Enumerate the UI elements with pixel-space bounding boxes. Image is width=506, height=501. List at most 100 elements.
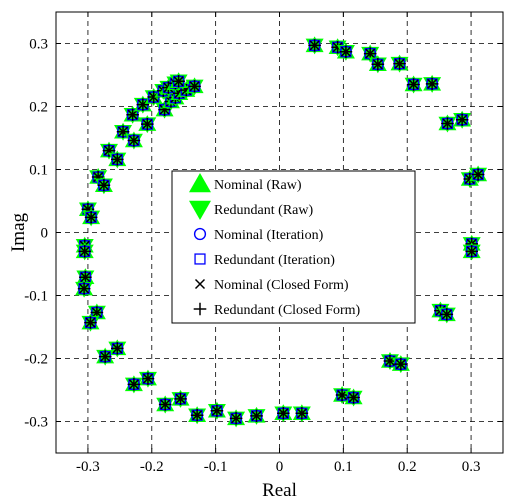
plus-marker	[229, 412, 243, 425]
data-point	[305, 36, 324, 55]
plus-marker	[371, 57, 385, 71]
legend-box	[171, 170, 416, 324]
plus-marker	[393, 57, 406, 70]
plus-marker	[277, 407, 290, 420]
plus-marker	[295, 407, 309, 420]
data-point	[138, 115, 157, 134]
x-legend-icon	[194, 278, 206, 290]
legend-item: Nominal (Iteration)	[193, 227, 324, 243]
data-point	[336, 42, 355, 61]
x-tick-label: 0.3	[462, 459, 481, 475]
data-point	[453, 110, 472, 129]
data-point	[437, 305, 456, 324]
plus-marker	[102, 144, 116, 157]
plus-marker	[250, 409, 263, 423]
plus-marker	[425, 77, 439, 91]
data-point	[124, 131, 143, 150]
plus-marker	[116, 125, 130, 138]
plus-marker	[141, 372, 155, 385]
plus-marker	[335, 388, 349, 402]
plus-marker	[111, 342, 124, 355]
legend-label: Redundant (Iteration)	[214, 253, 335, 268]
data-point	[185, 77, 204, 96]
triangle-down-legend-icon	[189, 200, 211, 220]
legend-label: Nominal (Raw)	[214, 178, 302, 193]
x-tick-label: -0.3	[76, 459, 100, 475]
x-tick-label: 0.1	[334, 459, 353, 475]
plus-marker	[136, 98, 150, 111]
data-point	[124, 375, 143, 394]
data-point	[188, 406, 207, 425]
grid	[56, 12, 503, 453]
plus-marker	[347, 391, 360, 404]
circle-legend-icon	[193, 227, 207, 241]
data-point	[423, 74, 442, 93]
plus-marker	[441, 117, 454, 130]
plus-marker	[188, 80, 201, 93]
data-point	[368, 55, 387, 74]
data-point	[469, 165, 488, 184]
plus-marker	[98, 350, 112, 363]
x-tick-label: -0.1	[204, 459, 228, 475]
plus-marker	[127, 134, 141, 147]
data-point	[75, 279, 94, 298]
plus-marker	[407, 78, 420, 91]
plus-marker	[126, 108, 139, 121]
data-point	[438, 114, 457, 133]
plus-marker	[455, 113, 469, 127]
legend-label: Redundant (Raw)	[214, 203, 313, 218]
data-point	[108, 150, 127, 169]
y-tick-label: -0.2	[24, 352, 48, 368]
data-point	[156, 395, 175, 414]
data-point	[361, 44, 380, 63]
data-point	[75, 242, 94, 261]
plus-marker	[210, 404, 224, 418]
x-tick-label: 0	[276, 459, 284, 475]
plus-marker	[84, 316, 97, 329]
data-point	[391, 355, 410, 374]
y-axis-label: Imag	[8, 212, 29, 252]
plus-marker	[440, 308, 454, 321]
plus-marker	[127, 378, 141, 391]
legend-item: Redundant (Iteration)	[194, 253, 335, 268]
legend-label: Nominal (Closed Form)	[214, 278, 349, 293]
plus-marker	[174, 392, 187, 406]
data-point	[169, 72, 188, 91]
data-point	[82, 208, 101, 227]
plus-marker	[308, 39, 321, 52]
data-points	[75, 36, 488, 428]
data-point	[81, 313, 100, 332]
plus-marker	[190, 408, 204, 422]
data-point	[123, 105, 142, 124]
y-tick-label: 0.1	[29, 163, 48, 179]
x-tick-label: -0.2	[140, 459, 164, 475]
legend-item: Nominal (Raw)	[189, 173, 302, 193]
data-point	[404, 75, 423, 94]
legend-label: Nominal (Iteration)	[214, 228, 324, 243]
data-point	[96, 347, 115, 366]
plus-marker	[79, 270, 92, 284]
plus-marker	[471, 168, 485, 181]
x-tick-label: 0.2	[398, 459, 417, 475]
x-axis-label: Real	[262, 480, 297, 501]
legend: Nominal (Raw) Redundant (Raw) Nominal (Ite…	[171, 170, 416, 324]
plus-marker	[394, 357, 408, 371]
data-point	[138, 369, 157, 388]
legend-item: Redundant (Raw)	[189, 200, 313, 220]
plus-marker	[465, 245, 479, 258]
plus-marker	[84, 211, 98, 224]
data-point	[344, 388, 363, 407]
plus-marker	[172, 75, 185, 88]
data-point	[274, 404, 293, 423]
data-point	[247, 406, 266, 425]
plus-marker	[77, 282, 91, 295]
legend-label: Redundant (Closed Form)	[214, 303, 361, 318]
y-tick-label: 0.2	[29, 100, 48, 116]
legend-item: Redundant (Closed Form)	[193, 302, 361, 318]
plus-marker	[97, 178, 111, 192]
plus-marker	[158, 398, 172, 411]
legend-item: Nominal (Closed Form)	[194, 278, 349, 293]
plus-legend-icon	[193, 302, 207, 316]
plus-marker	[339, 45, 353, 58]
